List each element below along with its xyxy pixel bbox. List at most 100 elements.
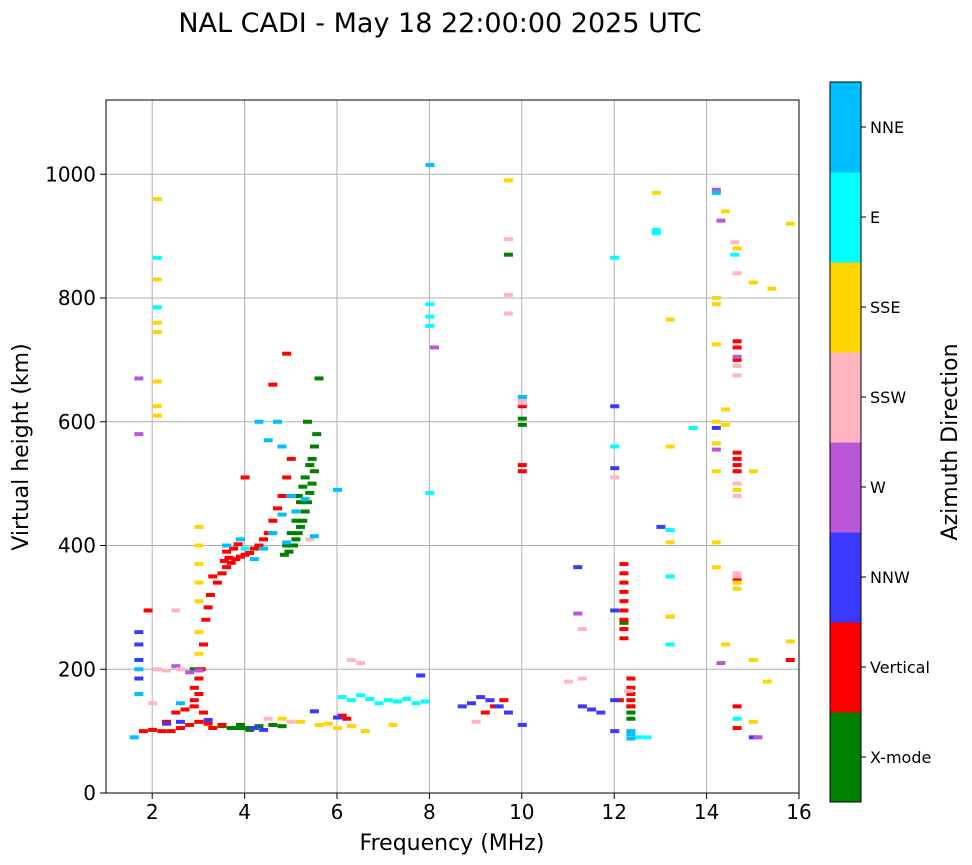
data-point: [235, 722, 245, 727]
data-point: [665, 444, 675, 449]
data-point: [194, 651, 204, 656]
data-point: [268, 722, 278, 727]
data-point: [665, 528, 675, 533]
data-point: [189, 667, 199, 672]
data-point: [732, 481, 742, 486]
data-point: [614, 698, 624, 703]
series-vertical: [138, 246, 795, 734]
data-point: [208, 574, 218, 579]
data-point: [152, 413, 162, 418]
y-tick-label: 1000: [45, 162, 96, 186]
plot-area: 2 4 6 8 10 12 14 16 0 200 400 600 800 1000: [45, 99, 812, 824]
data-point: [263, 716, 273, 721]
data-point: [610, 475, 620, 480]
data-point: [307, 481, 317, 486]
data-point: [732, 574, 742, 579]
data-point: [471, 719, 481, 724]
data-point: [134, 667, 144, 672]
data-point: [134, 676, 144, 681]
chart-title: NAL CADI - May 18 22:00:00 2025 UTC: [178, 8, 701, 39]
colorbar-segment: [830, 442, 861, 533]
colorbar-label-e: E: [870, 208, 880, 227]
colorbar-label-x-mode: X-mode: [870, 748, 931, 767]
data-point: [194, 543, 204, 548]
data-point: [134, 630, 144, 635]
data-point: [134, 692, 144, 696]
data-point: [711, 447, 721, 452]
data-point: [312, 432, 322, 437]
data-point: [711, 296, 721, 300]
data-point: [711, 419, 721, 424]
colorbar-segment: [830, 712, 861, 803]
data-point: [748, 657, 758, 662]
data-point: [732, 339, 742, 344]
data-point: [240, 552, 250, 557]
data-point: [291, 509, 301, 514]
data-point: [748, 735, 758, 740]
data-point: [194, 630, 204, 635]
data-point: [309, 534, 319, 539]
y-tick-label: 0: [83, 781, 96, 805]
data-point: [300, 497, 310, 502]
y-tick-label: 400: [58, 534, 96, 558]
data-point: [307, 456, 317, 461]
y-tick-label: 200: [58, 657, 96, 681]
data-point: [748, 280, 758, 285]
data-point: [282, 475, 292, 480]
data-point: [189, 704, 199, 709]
data-point: [309, 469, 319, 474]
data-point: [208, 726, 218, 731]
data-point: [134, 642, 144, 647]
data-point: [732, 726, 742, 731]
data-point: [499, 698, 509, 703]
data-point: [503, 252, 513, 257]
data-point: [185, 722, 195, 727]
data-point: [785, 639, 795, 644]
data-point: [293, 531, 303, 536]
data-point: [721, 407, 731, 412]
colorbar-label-vertical: Vertical: [870, 658, 930, 677]
data-point: [203, 605, 213, 610]
data-point: [624, 688, 634, 693]
data-point: [148, 727, 158, 732]
data-point: [425, 323, 435, 328]
data-point: [503, 292, 513, 297]
data-point: [721, 422, 731, 427]
data-point: [333, 487, 342, 492]
data-point: [134, 657, 144, 662]
data-point: [457, 704, 467, 709]
data-point: [430, 345, 440, 350]
data-point: [346, 698, 356, 703]
data-point: [194, 668, 204, 673]
y-axis-label: Virtual height (km): [9, 343, 34, 550]
data-point: [762, 679, 772, 684]
data-point: [619, 608, 629, 613]
data-point: [785, 657, 795, 662]
data-point: [610, 444, 620, 449]
data-point: [217, 571, 227, 576]
data-point: [175, 726, 185, 731]
data-point: [152, 330, 162, 335]
data-point: [517, 422, 527, 427]
data-point: [286, 531, 296, 536]
data-point: [171, 664, 181, 669]
data-point: [517, 416, 527, 421]
data-point: [732, 246, 742, 251]
data-point: [263, 531, 273, 536]
data-point: [730, 240, 740, 245]
data-point: [152, 320, 162, 325]
data-point: [517, 395, 527, 399]
data-point: [282, 543, 292, 548]
data-point: [346, 724, 356, 729]
data-point: [245, 550, 255, 555]
y-tick-label: 600: [58, 410, 96, 434]
data-point: [732, 469, 742, 474]
data-point: [254, 543, 264, 548]
data-point: [259, 537, 269, 542]
data-point: [619, 620, 629, 625]
data-point: [626, 732, 636, 737]
data-point: [305, 490, 315, 495]
data-point: [138, 729, 148, 734]
data-point: [152, 255, 162, 260]
data-point: [291, 537, 301, 542]
